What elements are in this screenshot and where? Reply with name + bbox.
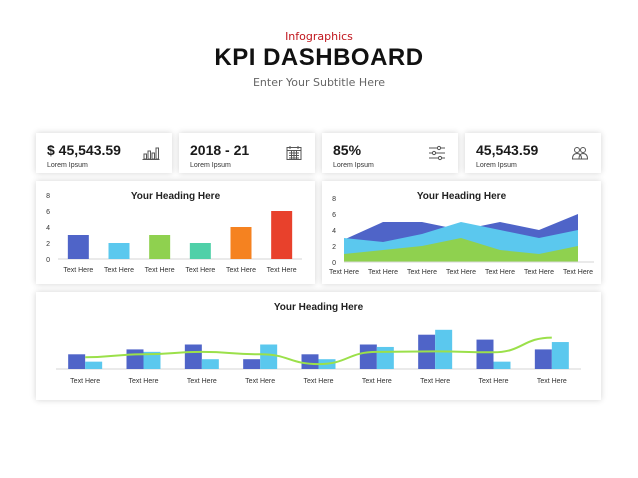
bar bbox=[260, 344, 278, 369]
kpi-card-amount[interactable]: 45,543.59 Lorem Ipsum bbox=[465, 133, 601, 173]
area-series bbox=[344, 238, 578, 262]
bar bbox=[143, 351, 161, 369]
chart-title: Your Heading Here bbox=[416, 191, 507, 202]
x-tick-label: Text Here bbox=[485, 269, 515, 276]
bar-chart-icon bbox=[142, 147, 160, 160]
chart-title: Your Heading Here bbox=[130, 191, 221, 202]
kpi-label: Lorem Ipsum bbox=[476, 162, 517, 169]
sliders-icon bbox=[429, 145, 445, 161]
bar bbox=[85, 361, 103, 369]
bar bbox=[68, 354, 86, 369]
x-tick-label: Text Here bbox=[226, 267, 256, 274]
bar bbox=[376, 346, 394, 369]
x-tick-label: Text Here bbox=[524, 269, 554, 276]
eyebrow-label: Infographics bbox=[285, 30, 353, 43]
x-tick-label: Text Here bbox=[187, 378, 217, 385]
bar bbox=[149, 235, 171, 259]
chart-title: Your Heading Here bbox=[273, 302, 364, 313]
x-tick-label: Text Here bbox=[63, 267, 93, 274]
x-tick-label: Text Here bbox=[145, 267, 175, 274]
y-tick-label: 4 bbox=[332, 228, 336, 235]
trend-line bbox=[85, 336, 552, 366]
calendar-icon bbox=[286, 146, 302, 160]
kpi-card-revenue[interactable]: $ 45,543.59 Lorem Ipsum bbox=[36, 133, 172, 173]
kpi-card-period[interactable]: 2018 - 21 Lorem Ipsum bbox=[179, 133, 315, 173]
users-icon bbox=[571, 147, 589, 160]
y-tick-label: 4 bbox=[46, 225, 50, 232]
x-tick-label: Text Here bbox=[185, 267, 215, 274]
bar bbox=[435, 329, 453, 369]
page-subtitle: Enter Your Subtitle Here bbox=[252, 76, 386, 89]
x-tick-label: Text Here bbox=[479, 378, 509, 385]
x-tick-label: Text Here bbox=[446, 269, 476, 276]
bar bbox=[301, 354, 319, 369]
combo-chart: Text Here Text Here Text Here Text Here Text… bbox=[56, 329, 581, 385]
kpi-label: Lorem Ipsum bbox=[190, 162, 231, 169]
page-title: KPI DASHBOARD bbox=[214, 44, 424, 71]
kpi-value: 45,543.59 bbox=[476, 142, 539, 158]
y-tick-label: 0 bbox=[46, 257, 50, 264]
bar bbox=[493, 361, 511, 369]
bar bbox=[108, 243, 130, 259]
y-tick-label: 6 bbox=[46, 209, 50, 216]
x-tick-label: Text Here bbox=[104, 267, 134, 274]
x-tick-label: Text Here bbox=[563, 269, 593, 276]
kpi-value: $ 45,543.59 bbox=[47, 142, 121, 158]
x-tick-label: Text Here bbox=[362, 378, 392, 385]
x-tick-label: Text Here bbox=[70, 378, 100, 385]
y-tick-label: 2 bbox=[332, 244, 336, 251]
y-tick-label: 8 bbox=[46, 193, 50, 200]
bar bbox=[359, 344, 377, 369]
kpi-value: 85% bbox=[333, 142, 362, 158]
area-chart-card: Your Heading Here 0 2 4 6 8 Text Here Text Her… bbox=[322, 181, 601, 284]
bar bbox=[189, 243, 211, 259]
combo-chart-card: Your Heading Here Text Here Text Here Text… bbox=[36, 292, 601, 400]
bar bbox=[201, 359, 219, 369]
bar bbox=[534, 349, 552, 369]
x-tick-label: Text Here bbox=[537, 378, 567, 385]
y-tick-label: 0 bbox=[332, 260, 336, 267]
y-tick-label: 6 bbox=[332, 212, 336, 219]
bar bbox=[551, 342, 569, 369]
bar bbox=[476, 339, 494, 369]
x-tick-label: Text Here bbox=[129, 378, 159, 385]
bar bbox=[67, 235, 89, 259]
bar-chart-card: Your Heading Here 0 2 4 6 8 Text Here Text Her… bbox=[36, 181, 315, 284]
y-tick-label: 2 bbox=[46, 241, 50, 248]
x-tick-label: Text Here bbox=[407, 269, 437, 276]
bar bbox=[243, 359, 261, 369]
x-tick-label: Text Here bbox=[420, 378, 450, 385]
x-tick-label: Text Here bbox=[329, 269, 359, 276]
x-tick-label: Text Here bbox=[304, 378, 334, 385]
y-tick-label: 8 bbox=[332, 196, 336, 203]
kpi-value: 2018 - 21 bbox=[190, 142, 250, 158]
area-chart: 0 2 4 6 8 Text Here Text Here Text Here Text Her… bbox=[329, 196, 594, 276]
bar bbox=[184, 344, 202, 369]
x-tick-label: Text Here bbox=[368, 269, 398, 276]
kpi-label: Lorem Ipsum bbox=[47, 162, 88, 169]
x-tick-label: Text Here bbox=[245, 378, 275, 385]
x-tick-label: Text Here bbox=[267, 267, 297, 274]
kpi-card-percentage[interactable]: 85% Lorem Ipsum bbox=[322, 133, 458, 173]
kpi-label: Lorem Ipsum bbox=[333, 162, 374, 169]
bar-chart: 0 2 4 6 8 Text Here Text Here Text Here Text Her… bbox=[46, 193, 302, 274]
bar bbox=[126, 349, 144, 369]
bar bbox=[230, 227, 252, 259]
bar bbox=[271, 211, 293, 259]
